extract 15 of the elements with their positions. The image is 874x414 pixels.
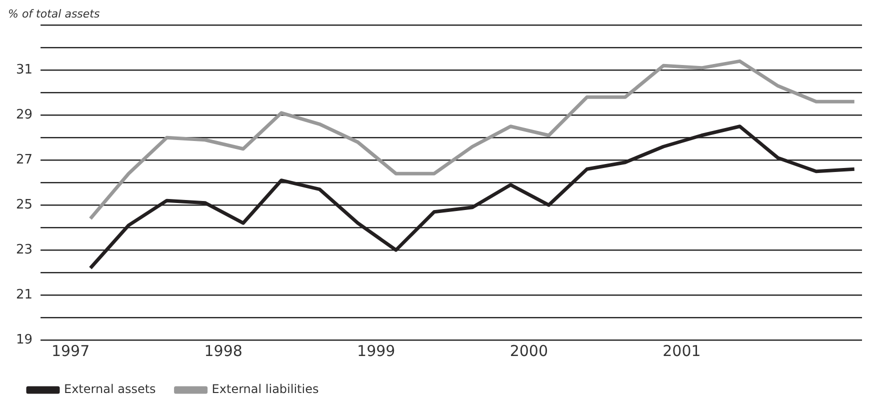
y-axis-title: % of total assets [8,7,100,20]
y-tick-label: 31 [16,62,33,78]
legend-label: External assets [64,382,156,396]
x-tick-label: 1997 [51,342,90,360]
y-tick-label: 27 [16,152,33,168]
y-tick-label: 21 [16,287,33,302]
y-tick-label: 29 [16,108,33,123]
y-tick-label: 19 [16,332,33,348]
y-tick-label: 25 [16,197,33,212]
legend-label: External liabilities [212,382,319,396]
x-tick-label: 2000 [510,342,548,360]
y-tick-label: 23 [16,242,33,258]
x-tick-label: 1998 [204,342,242,360]
x-tick-label: 1999 [357,342,396,360]
x-tick-label: 2001 [662,342,701,360]
